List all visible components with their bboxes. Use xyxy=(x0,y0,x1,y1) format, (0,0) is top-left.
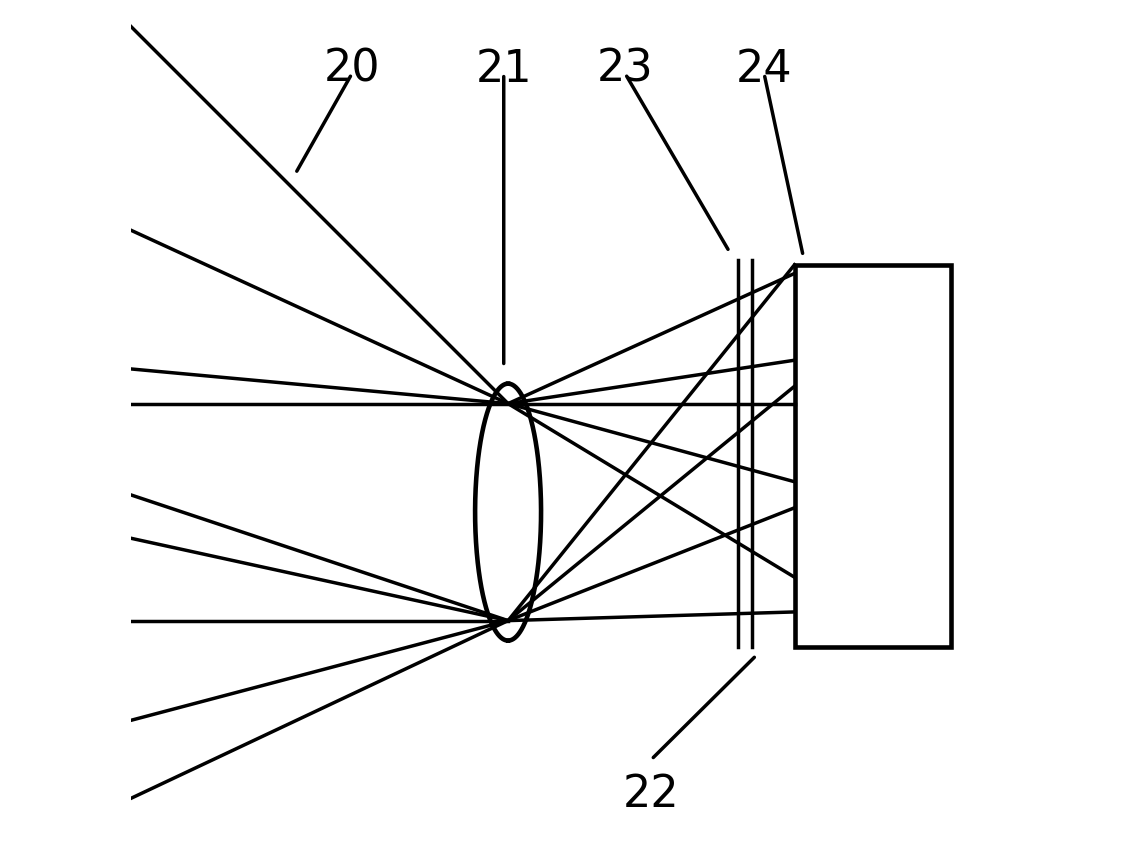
Text: 22: 22 xyxy=(623,773,680,816)
Text: 24: 24 xyxy=(736,48,793,91)
Text: 20: 20 xyxy=(324,48,380,91)
Text: 21: 21 xyxy=(475,48,532,91)
Text: 23: 23 xyxy=(597,48,654,91)
